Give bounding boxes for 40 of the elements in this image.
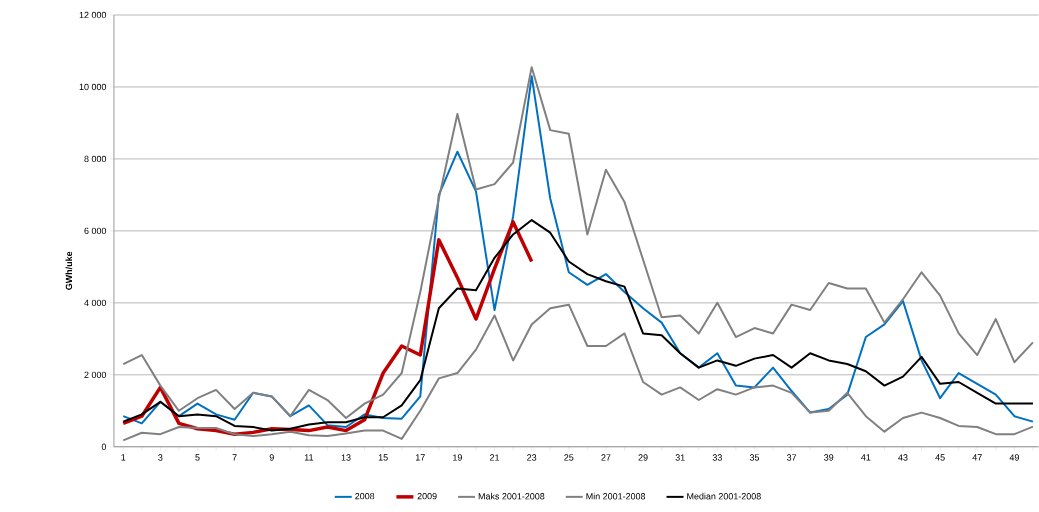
x-tick-label: 43 bbox=[898, 454, 908, 461]
x-tick-label: 29 bbox=[638, 454, 648, 461]
x-tick-label: 9 bbox=[269, 454, 274, 461]
x-tick-label: 31 bbox=[675, 454, 685, 461]
x-tick-label: 17 bbox=[415, 454, 425, 461]
x-tick-label: 19 bbox=[453, 454, 462, 461]
legend-label: Min 2001-2008 bbox=[586, 493, 646, 500]
y-tick-label: 8 000 bbox=[84, 155, 107, 163]
legend-label: Maks 2001-2008 bbox=[478, 493, 545, 500]
legend-label: 2009 bbox=[417, 493, 437, 500]
x-tick-label: 3 bbox=[158, 454, 163, 461]
x-tick-label: 45 bbox=[935, 454, 945, 461]
x-tick-label: 41 bbox=[861, 454, 871, 461]
x-tick-label: 23 bbox=[527, 454, 537, 461]
legend-label: 2008 bbox=[355, 493, 375, 500]
y-tick-label: 10 000 bbox=[79, 83, 107, 91]
y-tick-label: 2 000 bbox=[84, 371, 107, 379]
legend-label: Median 2001-2008 bbox=[687, 493, 761, 500]
x-tick-label: 47 bbox=[972, 454, 982, 461]
x-tick-label: 25 bbox=[564, 454, 574, 461]
x-tick-label: 5 bbox=[195, 454, 200, 461]
x-tick-label: 39 bbox=[824, 454, 834, 461]
x-tick-label: 13 bbox=[341, 454, 351, 461]
x-tick-label: 35 bbox=[749, 454, 760, 461]
x-tick-label: 49 bbox=[1009, 454, 1019, 461]
y-tick-label: 4 000 bbox=[84, 299, 107, 307]
x-tick-label: 7 bbox=[232, 454, 237, 461]
y-tick-label: 12 000 bbox=[79, 11, 107, 19]
x-tick-label: 21 bbox=[490, 454, 500, 461]
x-tick-label: 15 bbox=[378, 454, 388, 461]
x-tick-label: 33 bbox=[712, 454, 722, 461]
y-tick-label: 0 bbox=[101, 443, 107, 451]
x-tick-label: 11 bbox=[304, 454, 314, 461]
y-tick-label: 6 000 bbox=[84, 227, 107, 235]
x-tick-label: 37 bbox=[786, 454, 797, 461]
y-axis-title: GWh/uke bbox=[65, 251, 73, 291]
x-tick-label: 27 bbox=[601, 454, 611, 461]
line-series bbox=[121, 220, 534, 437]
x-tick-label: 1 bbox=[121, 454, 126, 461]
line-series bbox=[122, 303, 1034, 442]
